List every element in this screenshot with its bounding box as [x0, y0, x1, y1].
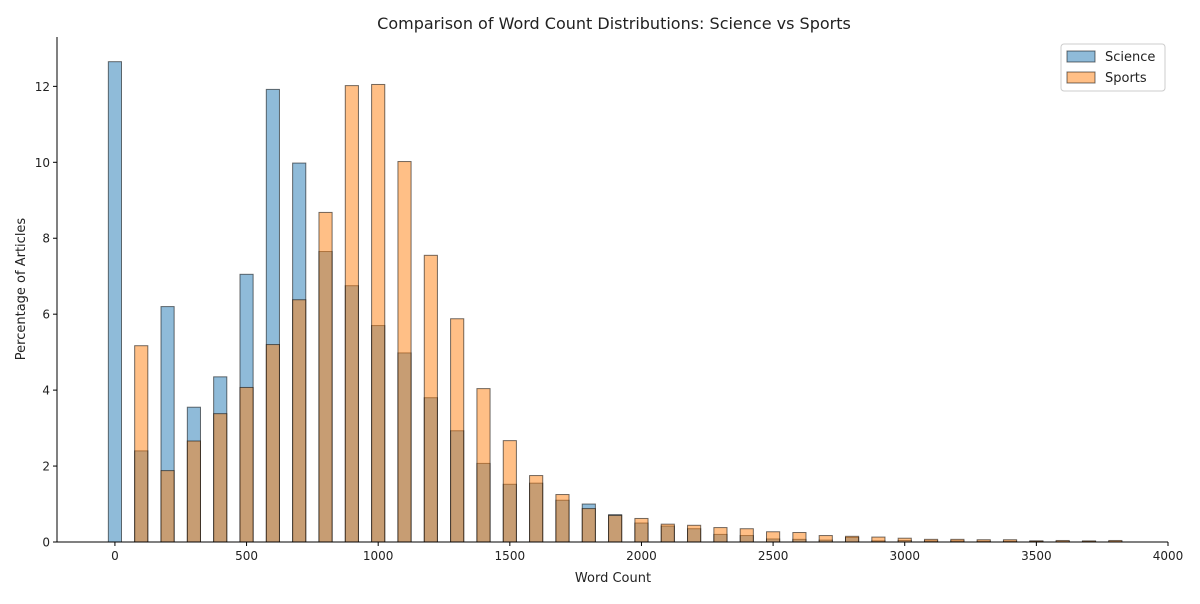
x-tick-label: 1500	[495, 549, 526, 563]
bar-sports	[372, 84, 385, 542]
bar-sports	[503, 441, 516, 542]
legend: Science Sports	[1061, 44, 1165, 91]
bar-sports	[872, 537, 885, 542]
x-tick-label: 2500	[758, 549, 789, 563]
y-tick-label: 6	[42, 308, 50, 322]
x-tick-label: 2000	[626, 549, 657, 563]
y-axis-label: Percentage of Articles	[14, 218, 29, 361]
legend-swatch-science	[1067, 51, 1095, 62]
bar-sports	[845, 536, 858, 542]
bar-science	[108, 62, 121, 542]
x-tick-label: 3000	[889, 549, 920, 563]
bar-sports	[767, 532, 780, 542]
bar-sports	[582, 509, 595, 542]
bar-sports	[345, 86, 358, 542]
bar-sports	[635, 518, 648, 542]
y-ticks: 0 2 4 6 8 10 12	[35, 80, 57, 550]
bar-sports	[398, 162, 411, 542]
bar-sports	[530, 476, 543, 542]
bar-sports	[556, 495, 569, 542]
x-ticks: 0 500 1000 1500 2000 2500 3000 3500 4000	[111, 542, 1183, 563]
x-tick-label: 500	[235, 549, 258, 563]
bar-sports	[240, 387, 253, 542]
bar-sports	[688, 525, 701, 542]
bars-science	[108, 62, 1122, 542]
bars-sports	[135, 84, 1122, 542]
bar-sports	[135, 346, 148, 542]
bar-sports	[161, 471, 174, 542]
bar-sports	[214, 414, 227, 542]
bar-sports	[661, 524, 674, 542]
bar-sports	[714, 528, 727, 542]
y-tick-label: 4	[42, 384, 50, 398]
bar-sports	[819, 536, 832, 542]
bar-sports	[451, 319, 464, 542]
y-tick-label: 2	[42, 460, 50, 474]
x-axis-label: Word Count	[575, 571, 651, 586]
legend-label-sports: Sports	[1105, 71, 1147, 86]
y-tick-label: 8	[42, 232, 50, 246]
bar-sports	[477, 389, 490, 542]
y-tick-label: 12	[35, 80, 50, 94]
x-tick-label: 4000	[1153, 549, 1184, 563]
bar-sports	[609, 515, 622, 542]
x-tick-label: 1000	[363, 549, 394, 563]
x-tick-label: 3500	[1021, 549, 1052, 563]
bar-sports	[266, 345, 279, 542]
bar-sports	[898, 538, 911, 542]
y-tick-label: 0	[42, 536, 50, 550]
bar-sports	[187, 441, 200, 542]
bar-sports	[319, 212, 332, 542]
x-tick-label: 0	[111, 549, 119, 563]
bar-sports	[293, 300, 306, 542]
legend-swatch-sports	[1067, 72, 1095, 83]
legend-label-science: Science	[1105, 50, 1155, 65]
bar-sports	[424, 255, 437, 542]
chart-title: Comparison of Word Count Distributions: …	[377, 14, 851, 33]
bar-sports	[740, 529, 753, 542]
y-tick-label: 10	[35, 156, 50, 170]
bar-sports	[793, 533, 806, 542]
